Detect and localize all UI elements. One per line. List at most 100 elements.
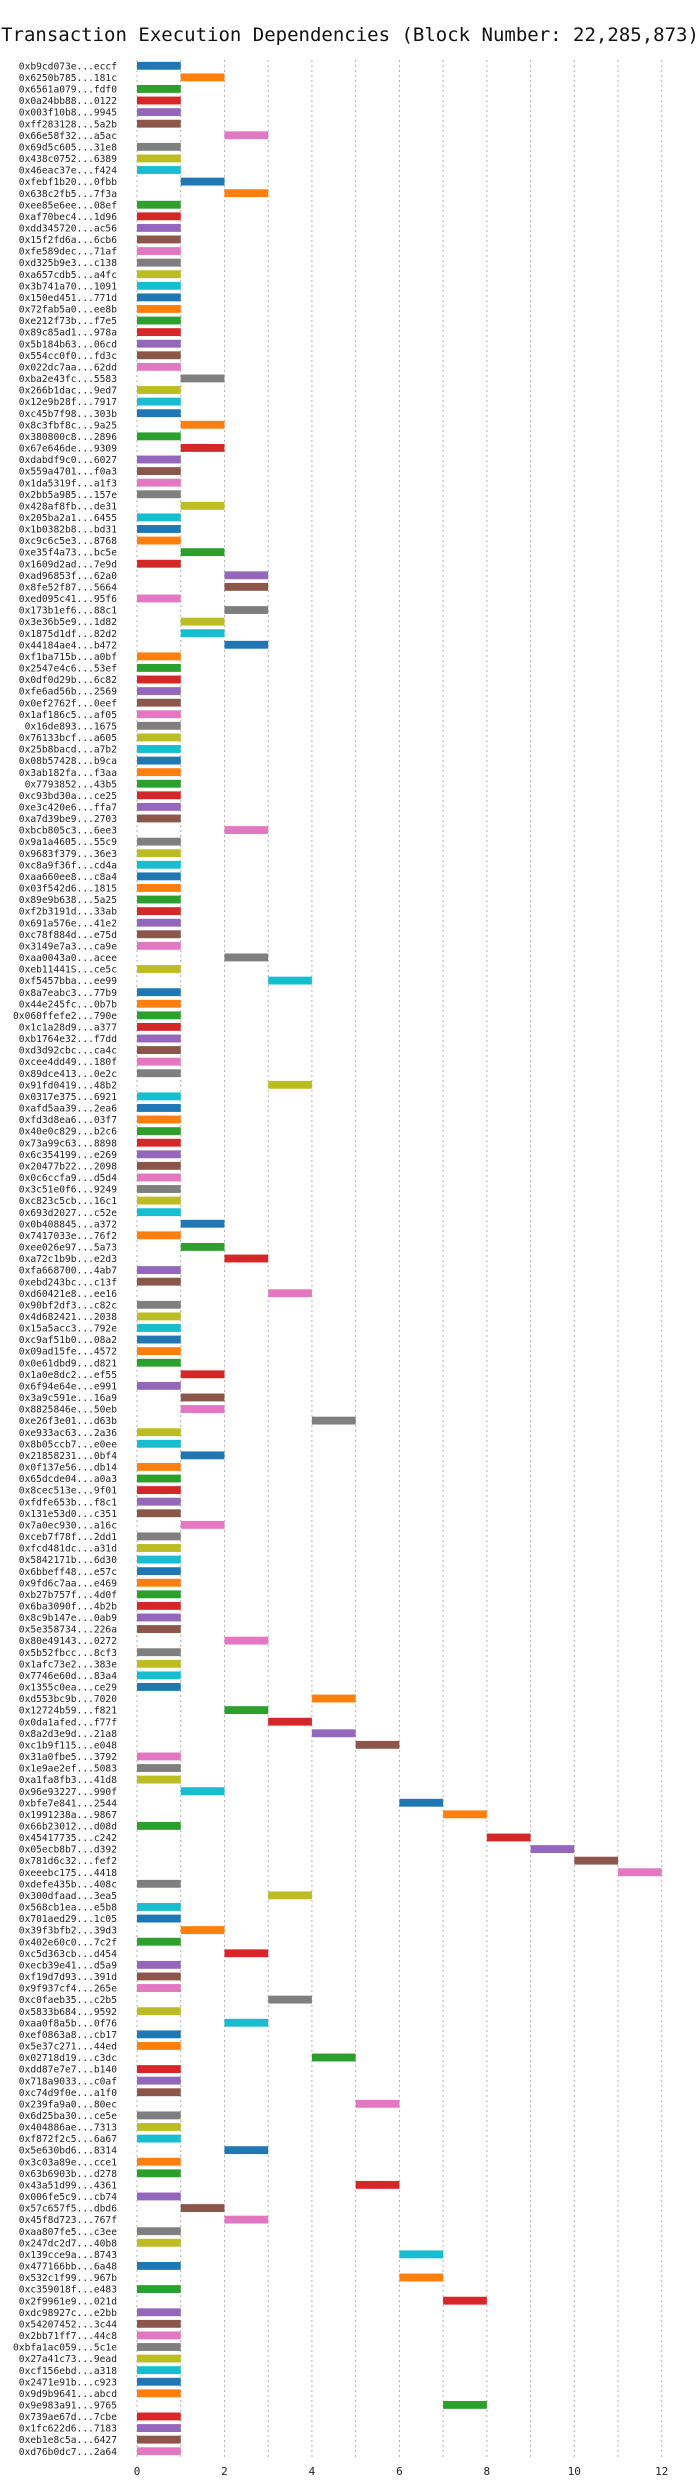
transaction-bar [137,1127,181,1136]
transaction-label: 0x7793852...43b5 [25,779,117,790]
transaction-bar [137,1578,181,1587]
transaction-bar [268,1717,312,1726]
transaction-bar [137,2134,181,2143]
transaction-bar [137,1486,181,1495]
transaction-label: 0x6f94e64e...e991 [19,1381,117,1392]
transaction-bar [137,2354,181,2363]
transaction-label: 0xd76b0dc7...2a64 [19,2447,117,2458]
x-tick-label: 8 [484,2465,491,2478]
transaction-bar [137,281,181,290]
transaction-label: 0x8cec513e...9f01 [19,1486,117,1497]
transaction-bar [137,721,181,730]
transaction-bar [137,478,181,487]
transaction-bar [137,2123,181,2131]
transaction-label: 0x69d5c605...31e8 [19,142,117,153]
transaction-label: 0x16de893...1675 [25,721,117,732]
transaction-label: 0x1609d2ad...7e9d [19,559,117,570]
transaction-label: 0xdd87e7e7...b140 [19,2065,117,2076]
transaction-bar [137,2065,181,2074]
transaction-label: 0x0ef2762f...0eef [19,698,117,709]
transaction-bar [137,2412,181,2421]
transaction-label: 0xf1ba715b...a0bf [19,652,117,663]
transaction-bar [180,617,225,626]
transaction-label: 0x691a576e...41e2 [19,918,117,929]
transaction-label: 0x554cc0f0...fd3c [19,351,117,362]
transaction-bar [137,791,181,800]
transaction-bar [137,1544,181,1552]
transaction-label: 0x66b23012...d08d [19,1822,117,1833]
x-tick-label: 2 [221,2465,228,2478]
transaction-label: 0xaa660ee8...c8a4 [19,872,117,883]
transaction-label: 0xc9c6c5e3...8768 [19,536,117,547]
transaction-label: 0x39f3bfb2...39d3 [19,1926,117,1937]
transaction-bar [137,652,181,661]
transaction-label: 0xf2b3191d...33ab [19,907,117,918]
transaction-bar [311,2053,356,2062]
transaction-bar [137,1381,181,1390]
transaction-bar [137,1764,181,1772]
transaction-label: 0x5b52fbcc...8cf3 [19,1648,117,1659]
transaction-bar [137,698,181,707]
transaction-bar [137,1648,181,1657]
transaction-bar [137,1984,181,1992]
transaction-label: 0x8fe52f87...5664 [19,582,117,593]
transaction-label: 0x060ffefe2...790e [13,1011,117,1022]
transaction-label: 0xfa668700...4ab7 [19,1266,117,1277]
transaction-bar [180,1451,225,1460]
transaction-bar [137,756,181,765]
transaction-label: 0x532c1f99...967b [19,2273,117,2284]
transaction-label: 0x15f2fd6a...6cb6 [19,235,117,246]
transaction-label: 0x1b0382b8...bd31 [19,525,117,536]
transaction-label: 0xdd345720...ac56 [19,224,117,235]
transaction-label: 0x5e358734...226a [19,1625,117,1636]
x-tick-label: 10 [568,2465,581,2478]
transaction-bar [224,1636,269,1645]
transaction-bar [137,258,181,267]
transaction-label: 0xbcb805c3...6ee3 [19,826,117,837]
transaction-bar [399,2273,444,2282]
transaction-bar [137,166,181,174]
transaction-label: 0x1991238a...9867 [19,1810,117,1821]
transaction-label: 0x9683f379...36e3 [19,849,117,860]
transaction-label: 0x1af186c5...af05 [19,710,117,721]
transaction-label: 0x89c85ad1...978a [19,328,117,339]
transaction-bar [137,1231,181,1240]
transaction-bar [137,1879,181,1888]
transaction-label: 0x46eac37e...f424 [19,166,117,177]
transaction-bar [137,594,181,603]
transaction-bar [137,1312,181,1321]
transaction-bar [137,235,181,244]
transaction-bar [137,1532,181,1541]
transaction-label: 0x44e245fc...0b7b [19,999,117,1010]
transaction-label: 0xd3d92cbc...ca4c [19,1046,117,1057]
transaction-label: 0x7417033e...76f2 [19,1231,117,1242]
transaction-label: 0x2547e4c6...53ef [19,664,117,675]
transaction-label: 0x05ecb8b7...d392 [19,1845,117,1856]
transaction-bar [137,513,181,522]
transaction-label: 0x0e61dbd9...d821 [19,1358,117,1369]
transaction-label: 0x006fe5c9...cb74 [19,2192,117,2203]
transaction-bar [180,73,225,82]
transaction-label: 0xaa807fe5...c3ee [19,2227,117,2238]
transaction-label: 0x96e93227...990f [19,1787,117,1798]
transaction-bar [137,1092,181,1101]
transaction-label: 0x67e646de...9309 [19,444,117,455]
transaction-bar [311,1416,356,1425]
transaction-bar [137,2308,181,2317]
transaction-label: 0x003f10b8...9945 [19,108,117,119]
transaction-bar [137,965,181,973]
transaction-bar [137,2366,181,2375]
transaction-label: 0xfcd481dc...a31d [19,1544,117,1555]
transaction-bar [137,247,181,256]
transaction-label: 0x03f542d6...1815 [19,884,117,895]
transaction-bar [137,1590,181,1599]
transaction-bar [137,1196,181,1205]
transaction-label: 0x20477b22...2098 [19,1161,117,1172]
bars [137,61,662,2456]
transaction-label: 0xc93bd30a...ce25 [19,791,117,802]
transaction-label: 0x559a4701...f0a3 [19,467,117,478]
transaction-bar [137,1671,181,1680]
transaction-label: 0xd60421e8...ee16 [19,1289,117,1300]
transaction-bar [137,1150,181,1159]
transaction-label: 0xaf70bec4...1d96 [19,212,117,223]
